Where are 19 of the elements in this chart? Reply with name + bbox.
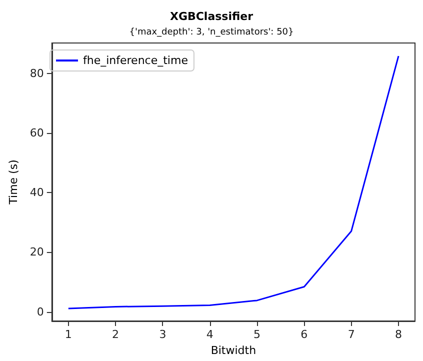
line-series bbox=[68, 55, 400, 310]
x-tick-label: 2 bbox=[112, 328, 120, 341]
x-tick-label: 8 bbox=[394, 328, 402, 341]
y-tick-label: 20 bbox=[30, 246, 44, 259]
x-tick-label: 7 bbox=[348, 328, 355, 341]
y-tick-label: 60 bbox=[30, 126, 44, 140]
x-tick-label: 1 bbox=[64, 328, 72, 341]
x-tick-label: 4 bbox=[206, 328, 214, 341]
legend-label: fhe_inference_time bbox=[83, 54, 188, 67]
x-tick-label: 5 bbox=[254, 328, 261, 341]
y-axis-title: Time (s) bbox=[7, 160, 20, 206]
chart-subtitle: {'max_depth': 3, 'n_estimators': 50} bbox=[129, 28, 294, 38]
x-tick-label: 3 bbox=[159, 328, 166, 341]
x-axis-title: Bitwidth bbox=[210, 344, 256, 357]
chart-title: XGBClassifier bbox=[170, 10, 254, 23]
y-tick-label: 40 bbox=[30, 186, 44, 200]
x-tick-label: 6 bbox=[300, 328, 308, 341]
y-tick-label: 80 bbox=[30, 67, 44, 80]
y-tick-label: 0 bbox=[36, 305, 44, 318]
